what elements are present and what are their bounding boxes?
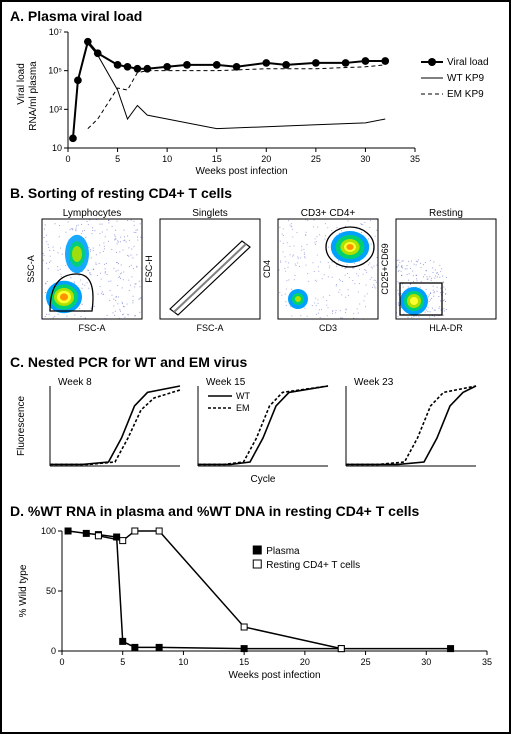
svg-text:Week 23: Week 23 [354,377,394,388]
panel-d-title: D. %WT RNA in plasma and %WT DNA in rest… [10,503,501,519]
svg-text:10⁵: 10⁵ [48,66,62,76]
svg-text:25: 25 [361,657,371,667]
svg-text:% Wild type: % Wild type [18,564,29,617]
svg-text:0: 0 [59,657,64,667]
svg-text:15: 15 [212,154,222,164]
svg-text:EM: EM [236,403,250,413]
svg-text:10: 10 [52,143,62,153]
svg-text:CD3: CD3 [319,323,337,333]
svg-text:30: 30 [360,154,370,164]
svg-text:RNA/ml plasma: RNA/ml plasma [28,61,39,131]
panel-d-chart: 0 5 10 15 20 25 30 35 0 50 100 % Wild type Weeks pos… [10,521,505,681]
panel-b-plots: Lymphocytes SSC-A FSC-A Singlets FSC-H FSC-A C… [10,203,505,343]
svg-text:35: 35 [410,154,420,164]
svg-text:Weeks post infection: Weeks post infection [228,670,320,681]
svg-text:WT KP9: WT KP9 [447,73,484,84]
svg-text:CD4: CD4 [262,260,272,278]
panel-a-title: A. Plasma viral load [10,8,501,24]
svg-text:50: 50 [46,586,56,596]
svg-text:Week 8: Week 8 [58,377,92,388]
panel-c-title: C. Nested PCR for WT and EM virus [10,354,501,370]
svg-text:15: 15 [239,657,249,667]
svg-text:20: 20 [300,657,310,667]
svg-text:10³: 10³ [49,104,62,114]
svg-text:10⁷: 10⁷ [49,27,62,37]
svg-text:Resting CD4+ T cells: Resting CD4+ T cells [266,560,360,571]
svg-text:EM KP9: EM KP9 [447,89,484,100]
svg-text:0: 0 [51,646,56,656]
svg-text:5: 5 [115,154,120,164]
svg-text:CD25+CD69: CD25+CD69 [380,243,390,294]
svg-text:Plasma: Plasma [266,546,300,557]
svg-text:WT: WT [236,391,250,401]
svg-text:FSC-H: FSC-H [144,255,154,283]
svg-text:Singlets: Singlets [192,208,228,219]
panel-d: D. %WT RNA in plasma and %WT DNA in rest… [10,503,501,686]
svg-text:Viral load: Viral load [447,57,489,68]
panel-b-title: B. Sorting of resting CD4+ T cells [10,185,501,201]
svg-text:10: 10 [162,154,172,164]
svg-text:10: 10 [178,657,188,667]
panel-c-plots: Week 8 Week 15 WT EM Week 23 Fluorescence Cycl… [10,372,505,492]
svg-text:Fluorescence: Fluorescence [16,396,27,456]
svg-text:FSC-A: FSC-A [197,323,224,333]
svg-text:30: 30 [421,657,431,667]
panel-b: B. Sorting of resting CD4+ T cells Lymph… [10,185,501,348]
svg-text:Resting: Resting [429,208,463,219]
panel-c: C. Nested PCR for WT and EM virus Week 8… [10,354,501,497]
svg-text:FSC-A: FSC-A [79,323,106,333]
svg-text:Lymphocytes: Lymphocytes [63,208,122,219]
svg-text:Cycle: Cycle [250,474,275,485]
panel-a-chart: 051015202530351010³10⁵10⁷Viral loadRNA/m… [10,26,505,176]
svg-text:35: 35 [482,657,492,667]
svg-text:Viral load: Viral load [16,63,27,105]
panel-a: A. Plasma viral load 0 5 10 15 20 25 30 35 10 10³… [10,8,501,181]
svg-text:Weeks post infection: Weeks post infection [195,166,287,176]
svg-text:25: 25 [311,154,321,164]
svg-text:0: 0 [65,154,70,164]
svg-text:HLA-DR: HLA-DR [429,323,463,333]
svg-text:20: 20 [261,154,271,164]
svg-text:SSC-A: SSC-A [26,255,36,283]
svg-text:CD3+ CD4+: CD3+ CD4+ [301,208,356,219]
svg-text:100: 100 [41,526,56,536]
svg-text:5: 5 [120,657,125,667]
svg-text:Week 15: Week 15 [206,377,246,388]
